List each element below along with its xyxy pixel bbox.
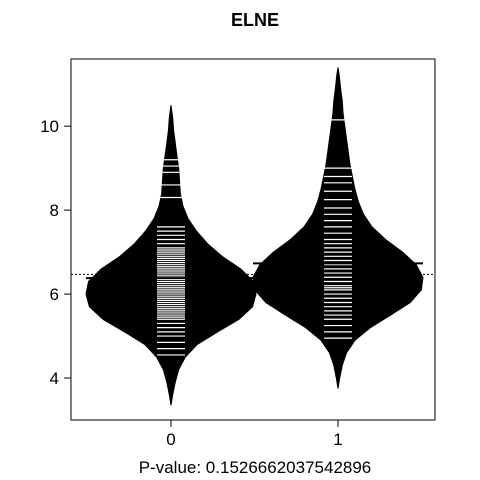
bean-density-0 [85,105,257,406]
plot-frame [70,58,436,421]
y-axis: 4 6 8 10 [40,117,71,388]
plot-area [71,67,435,406]
y-tick-label: 8 [50,201,59,220]
bean-1 [252,67,424,389]
bean-0 [85,105,257,406]
x-tick-label: 1 [333,430,342,449]
y-tick-label: 4 [50,369,59,388]
y-tick-label: 6 [50,285,59,304]
x-tick-label: 0 [166,430,175,449]
y-tick-label: 10 [40,117,59,136]
bean-density-1 [252,67,424,389]
x-axis-label: P-value: 0.1526662037542896 [139,458,372,477]
chart-title: ELNE [231,10,279,30]
